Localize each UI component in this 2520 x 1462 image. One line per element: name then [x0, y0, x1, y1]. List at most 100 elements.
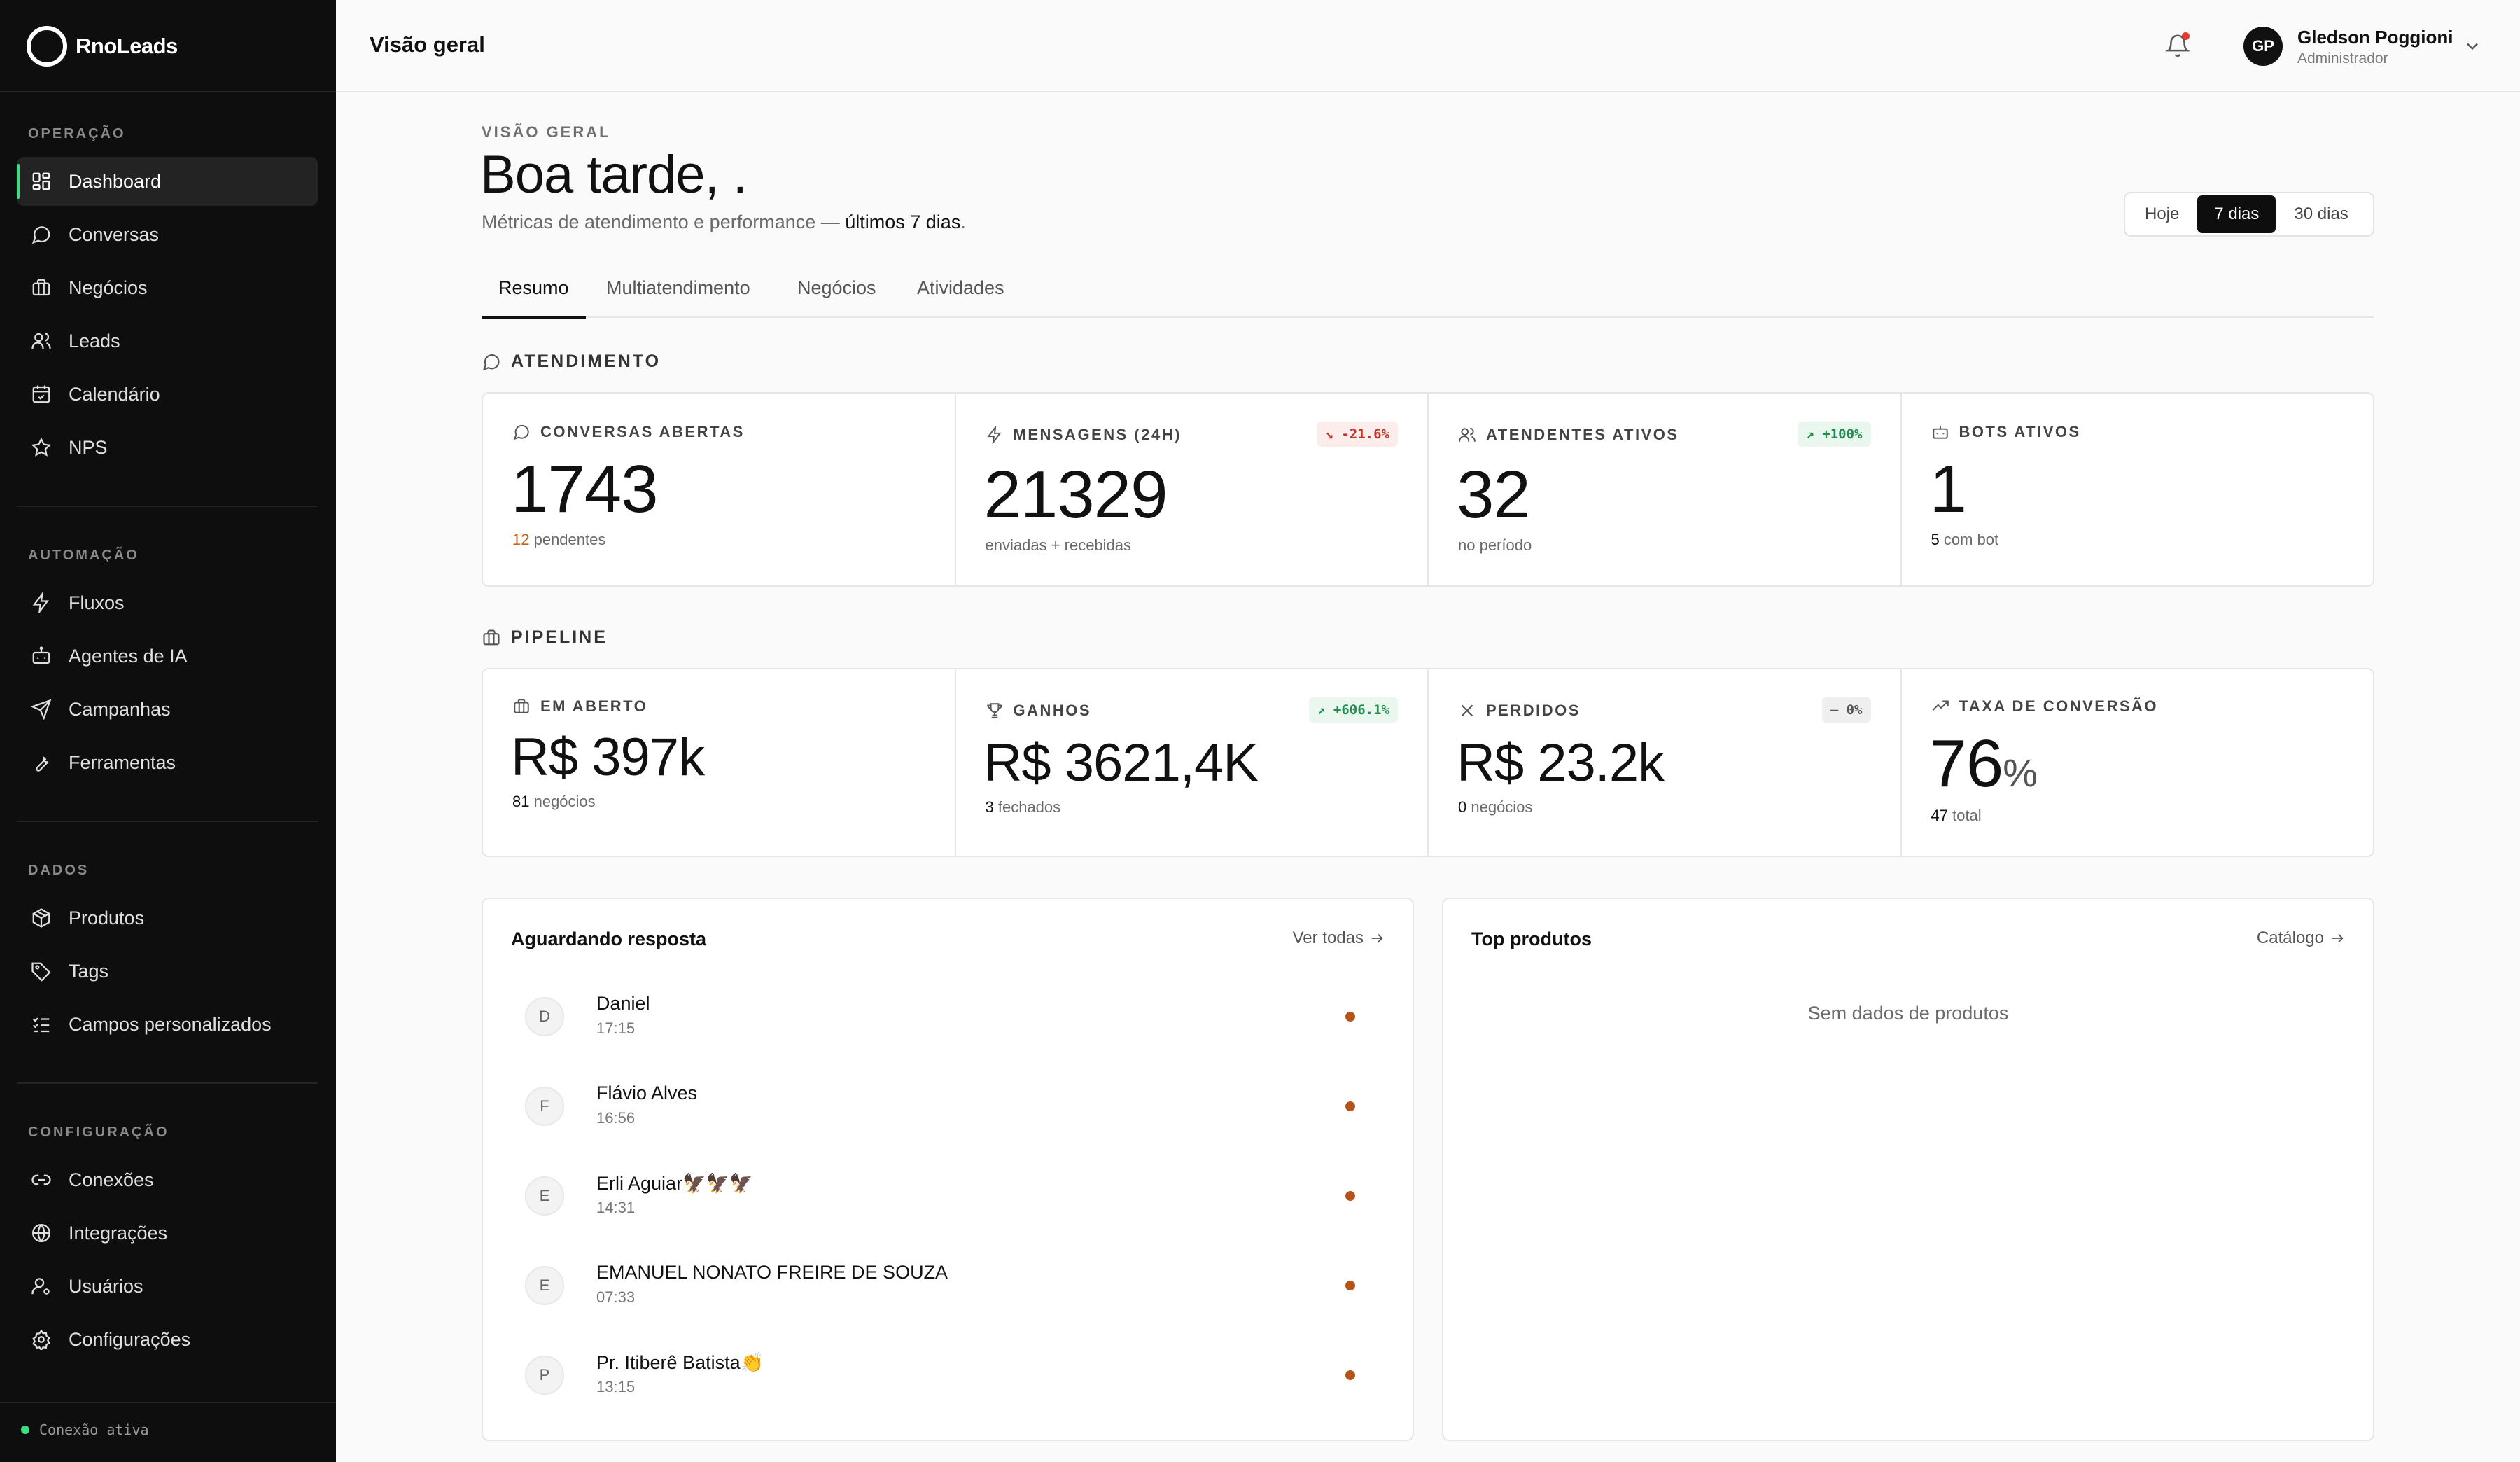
- range-today-button[interactable]: Hoje: [2145, 204, 2180, 223]
- tab-multiatendimento[interactable]: Multiatendimento: [606, 277, 750, 298]
- chat-icon: [513, 424, 529, 440]
- period-selector: Hoje 7 dias 30 dias: [2124, 192, 2374, 237]
- conversion-rate-value: 76: [1929, 726, 2004, 801]
- sidebar-item-campos-personalizados[interactable]: Campos personalizados: [17, 1000, 318, 1049]
- stat-value: 1743: [511, 452, 659, 527]
- tab-negocios[interactable]: Negócios: [797, 277, 876, 298]
- bot-icon: [32, 646, 50, 664]
- notification-badge: [2182, 32, 2190, 40]
- chevron-down-icon[interactable]: [2463, 36, 2482, 56]
- conversation-item[interactable]: D Daniel 17:15: [525, 980, 1365, 1050]
- section-title-dados: DADOS: [28, 863, 90, 878]
- stat-subtext: no período: [1458, 536, 1532, 554]
- delta-badge-flat: — 0%: [1821, 697, 1871, 723]
- stat-card-mensagens-24h[interactable]: MENSAGENS (24H) ↘ -21.6% 21329 enviadas …: [956, 394, 1429, 585]
- range-30-days-button[interactable]: 30 dias: [2294, 204, 2348, 223]
- sidebar-item-nps[interactable]: NPS: [17, 423, 318, 472]
- sidebar-item-negocios[interactable]: Negócios: [17, 263, 318, 312]
- sidebar-item-agentes-ia[interactable]: Agentes de IA: [17, 632, 318, 681]
- sidebar-item-integracoes[interactable]: Integrações: [17, 1209, 318, 1258]
- link-icon: [31, 1174, 51, 1185]
- brand-logo[interactable]: RnoLeads: [27, 25, 178, 67]
- view-all-link[interactable]: Ver todas: [1293, 928, 1385, 948]
- sidebar-item-conversas[interactable]: Conversas: [17, 210, 318, 259]
- sidebar-item-conexoes[interactable]: Conexões: [17, 1155, 318, 1204]
- stat-card-ganhos[interactable]: GANHOS ↗ +606.1% R$ 3621,4K 3 fechados: [956, 669, 1429, 856]
- arrow-right-icon: [2332, 933, 2344, 943]
- stat-subtext: 5 com bot: [1931, 531, 1999, 549]
- conversation-item[interactable]: P Pr. Itiberê Batista👏 13:15: [525, 1339, 1365, 1409]
- stat-subtext: enviadas + recebidas: [985, 536, 1132, 554]
- message-time: 13:15: [596, 1378, 636, 1395]
- divider: [17, 821, 318, 822]
- avatar: D: [525, 997, 564, 1036]
- conversation-item[interactable]: E Erli Aguiar🦅🦅🦅 14:31: [525, 1160, 1365, 1230]
- sidebar-item-label: Usuários: [69, 1275, 144, 1297]
- page-title: Visão geral: [370, 32, 485, 57]
- message-time: 16:56: [596, 1109, 636, 1127]
- sidebar-item-campanhas[interactable]: Campanhas: [17, 685, 318, 734]
- tab-atividades[interactable]: Atividades: [917, 277, 1004, 298]
- sidebar-item-label: Fluxos: [69, 592, 125, 613]
- stat-value: 32: [1457, 457, 1531, 532]
- users-icon: [31, 333, 51, 349]
- sidebar-item-produtos[interactable]: Produtos: [17, 893, 318, 942]
- package-icon: [32, 908, 50, 928]
- user-name[interactable]: Gledson Poggioni: [2297, 27, 2454, 48]
- notifications-button[interactable]: [2164, 32, 2191, 59]
- sidebar-item-usuarios[interactable]: Usuários: [17, 1262, 318, 1311]
- stat-card-taxa-conversao[interactable]: TAXA DE CONVERSÃO 76% 47 total: [1902, 669, 2374, 856]
- awaiting-reply-panel: Aguardando resposta Ver todas D Daniel 1…: [482, 898, 1414, 1441]
- bell-icon: [2164, 34, 2191, 57]
- sidebar-item-label: Produtos: [69, 907, 145, 928]
- stat-value: 76%: [1930, 725, 2038, 802]
- stat-subtext: 0 negócios: [1458, 798, 1532, 816]
- stat-label-text: TAXA DE CONVERSÃO: [1959, 697, 2159, 715]
- sidebar-item-configuracoes[interactable]: Configurações: [17, 1315, 318, 1364]
- divider: [0, 1402, 336, 1403]
- contact-name: Flávio Alves: [596, 1082, 698, 1104]
- range-7-days-button[interactable]: 7 dias: [2197, 195, 2276, 233]
- avatar[interactable]: GP: [2244, 27, 2283, 66]
- stat-value: R$ 3621,4K: [983, 733, 1259, 793]
- catalog-link[interactable]: Catálogo: [2257, 928, 2345, 948]
- section-heading-pipeline: PIPELINE: [482, 627, 608, 648]
- stat-label: CONVERSAS ABERTAS: [512, 423, 745, 441]
- stat-label: BOTS ATIVOS: [1931, 423, 2081, 441]
- sidebar-item-leads[interactable]: Leads: [17, 316, 318, 366]
- sidebar-item-label: Calendário: [69, 383, 160, 405]
- total-deals-count: 47: [1931, 807, 1948, 824]
- divider: [17, 1082, 318, 1084]
- sidebar-item-tags[interactable]: Tags: [17, 947, 318, 996]
- sidebar-item-dashboard[interactable]: Dashboard: [17, 157, 318, 206]
- conversation-item[interactable]: E EMANUEL NONATO FREIRE DE SOUZA 07:33: [525, 1249, 1365, 1319]
- stat-label-text: CONVERSAS ABERTAS: [540, 423, 745, 440]
- stat-subtext: 81 negócios: [512, 793, 596, 811]
- conversation-item[interactable]: F Flávio Alves 16:56: [525, 1070, 1365, 1140]
- subtitle-suffix: .: [960, 211, 966, 232]
- chat-icon: [31, 226, 50, 244]
- top-bar: Visão geral GP Gledson Poggioni Administ…: [336, 0, 2520, 92]
- sidebar-item-label: Configurações: [69, 1328, 191, 1350]
- gear-icon: [32, 1329, 50, 1350]
- trophy-icon: [986, 703, 1002, 718]
- stat-value: 21329: [983, 457, 1168, 532]
- briefcase-icon: [32, 279, 50, 296]
- stat-label-text: MENSAGENS (24H): [1013, 426, 1182, 443]
- sidebar-item-label: Tags: [69, 960, 109, 982]
- tag-icon: [31, 962, 51, 982]
- tab-resumo[interactable]: Resumo: [482, 277, 585, 319]
- sidebar-item-ferramentas[interactable]: Ferramentas: [17, 738, 318, 787]
- atendimento-stats: CONVERSAS ABERTAS 1743 12 pendentes MENS…: [482, 392, 2374, 587]
- sidebar-item-label: Conexões: [69, 1169, 154, 1190]
- stat-card-perdidos[interactable]: PERDIDOS — 0% R$ 23.2k 0 negócios: [1429, 669, 1902, 856]
- sidebar-item-fluxos[interactable]: Fluxos: [17, 578, 318, 627]
- stat-card-em-aberto[interactable]: EM ABERTO R$ 397k 81 negócios: [483, 669, 956, 856]
- chat-icon: [482, 354, 500, 370]
- sidebar-item-calendario[interactable]: Calendário: [17, 370, 318, 419]
- arrow-right-icon: [1371, 933, 1383, 943]
- avatar: P: [525, 1356, 564, 1395]
- stat-card-bots-ativos[interactable]: BOTS ATIVOS 1 5 com bot: [1902, 394, 2374, 585]
- stat-card-conversas-abertas[interactable]: CONVERSAS ABERTAS 1743 12 pendentes: [483, 394, 956, 585]
- stat-card-atendentes-ativos[interactable]: ATENDENTES ATIVOS ↗ +100% 32 no período: [1429, 394, 1902, 585]
